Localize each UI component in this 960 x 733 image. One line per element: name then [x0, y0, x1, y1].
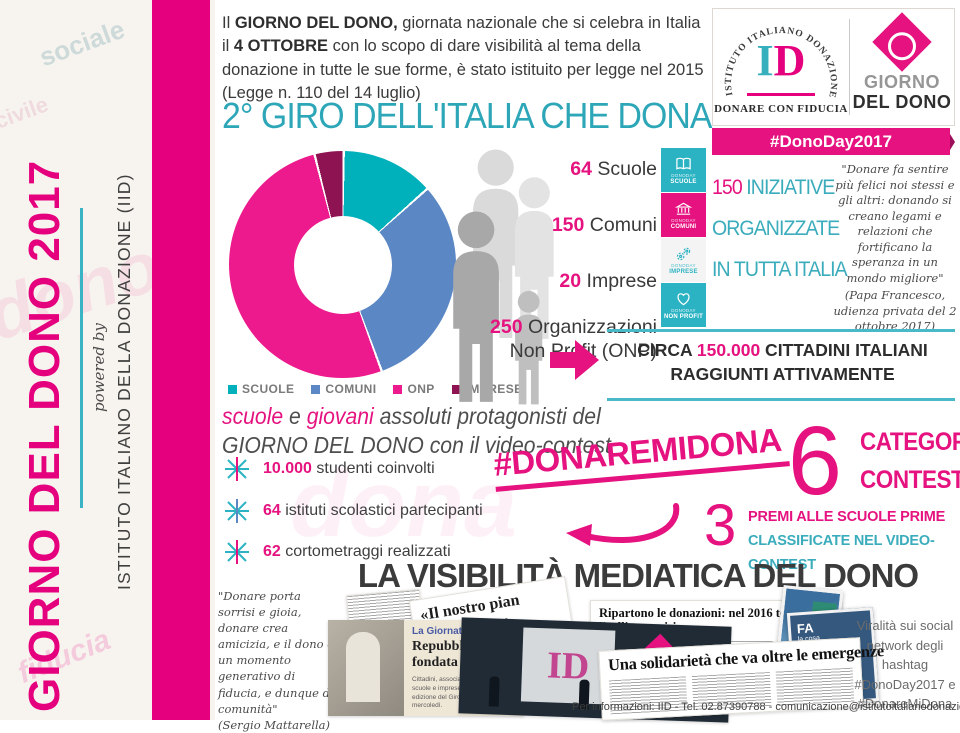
premi-number: 3: [704, 493, 737, 558]
sidebar-title: GIORNO DEL DONO 2017: [20, 159, 69, 712]
stat-label: Organizzazioni: [528, 316, 657, 338]
gdd-wordmark: GIORNO DEL DONO: [852, 72, 952, 112]
protagonisti-text: scuole e giovani assoluti protagonisti d…: [222, 403, 611, 459]
legend-swatch: [451, 384, 461, 394]
badge-comuni: DONODAY COMUNI: [661, 193, 706, 237]
asterisk-icon: [225, 457, 249, 481]
mattarella-quote: "Donare porta sorrisi e gioia, donare cr…: [218, 589, 335, 732]
intro-paragraph: Il GIORNO DEL DONO, giornata nazionale c…: [222, 14, 704, 103]
badge-imprese: DONODAY IMPRESE: [661, 238, 706, 282]
pink-accent-bar: [152, 0, 210, 720]
donoday-ribbon: #DonoDay2017: [712, 128, 955, 155]
swoosh-arrow-icon: [566, 503, 680, 546]
legend-swatch: [311, 384, 321, 394]
divider-line: [747, 93, 815, 96]
logo-card: ISTITUTO ITALIANO DONAZIONE ID DONARE CO…: [712, 8, 955, 126]
powered-by-label: powered by: [90, 323, 108, 412]
stat-row: 150 Comuni: [407, 214, 657, 237]
bullet-row: 62 cortometraggi realizzati: [224, 539, 451, 565]
stat-value: 250: [490, 316, 523, 338]
watermark-word: civile: [0, 91, 52, 134]
bullet-label: istituti scolastici partecipanti: [285, 502, 483, 519]
legend-label: ONP: [407, 382, 435, 396]
news-photo: [328, 620, 404, 716]
badge-column: DONODAY SCUOLE DONODAY COMUNI DONODAY IM…: [661, 148, 706, 328]
donut-chart: [229, 151, 456, 378]
divider-line: [849, 19, 850, 115]
stat-label: Comuni: [589, 214, 657, 236]
bullet-row: 10.000 studenti coinvolti: [224, 456, 435, 482]
iid-logo: ISTITUTO ITALIANO DONAZIONE ID DONARE CO…: [713, 9, 849, 125]
premi-label: PREMI ALLE SCUOLE PRIME CLASSIFICATE NEL…: [748, 509, 946, 573]
legend-swatch: [393, 384, 403, 394]
stat-value: 64: [570, 158, 592, 180]
iid-arc-text: ISTITUTO ITALIANO DONAZIONE: [724, 26, 837, 99]
watermark-word: sociale: [35, 13, 129, 73]
bullet-value: 64: [263, 502, 281, 519]
papa-francesco-quote: "Donare fa sentire più felici noi stessi…: [833, 162, 957, 334]
legend-item: ONP: [393, 382, 434, 396]
gears-icon: [676, 247, 691, 260]
bullet-label: studenti coinvolti: [316, 460, 435, 477]
badge-scuole: DONODAY SCUOLE: [661, 148, 706, 192]
iid-monogram: ID: [756, 36, 806, 85]
stat-row: 64 Scuole: [407, 158, 657, 181]
person-icon: [515, 290, 543, 405]
diamond-icon: [872, 12, 932, 72]
bullet-row: 64 istituti scolastici partecipanti: [224, 498, 483, 524]
iniziative-text: 150 INIZIATIVE ORGANIZZATE IN TUTTA ITAL…: [712, 176, 848, 281]
legend-item: SCUOLE: [228, 382, 294, 396]
bullet-value: 10.000: [263, 460, 312, 477]
bank-icon: [675, 202, 692, 215]
stat-value: 150: [551, 214, 585, 236]
badge-non-profit: DONODAY NON PROFIT: [661, 283, 706, 327]
news-collage: «Il nostro pian dono ricev da con La Gio…: [328, 576, 884, 723]
chart-legend: SCUOLE COMUNI ONP IMPRESE: [228, 382, 523, 396]
legend-label: SCUOLE: [242, 382, 295, 396]
heart-icon: [677, 292, 690, 305]
legend-label: IMPRESE: [465, 382, 523, 396]
book-icon: [676, 157, 691, 170]
page-title: 2° GIRO DELL'ITALIA CHE DONA: [222, 95, 712, 136]
legend-label: COMUNI: [325, 382, 377, 396]
stat-row: 20 Imprese: [407, 270, 657, 293]
bullet-label: cortometraggi realizzati: [285, 543, 451, 560]
person-icon: [453, 211, 499, 402]
circa-text: CIRCA 150.000 CITTADINI ITALIANI RAGGIUN…: [637, 340, 928, 384]
stat-label: Imprese: [586, 270, 657, 292]
organization-label: ISTITUTO ITALIANO DELLA DONAZIONE (IID): [114, 173, 134, 590]
stat-value: 20: [559, 270, 582, 292]
stat-label: Scuole: [597, 158, 657, 180]
divider-line: [80, 208, 83, 508]
iid-tagline: DONARE CON FIDUCIA: [714, 103, 848, 115]
divider-line: [607, 329, 955, 332]
categorie-label: CATEGORIE: [860, 428, 960, 456]
legend-item: IMPRESE: [451, 382, 523, 396]
viral-text: Viralità sui social network degli hashta…: [854, 618, 956, 711]
asterisk-icon: [225, 540, 249, 564]
arrow-right-icon: [550, 340, 600, 380]
legend-swatch: [228, 384, 237, 394]
giorno-del-dono-logo: GIORNO DEL DONO: [850, 9, 954, 125]
bullet-value: 62: [263, 543, 281, 560]
legend-item: COMUNI: [311, 382, 376, 396]
family-silhouettes: [438, 148, 578, 408]
media-section-title: LA VISIBILITÀ MEDIATICA DEL DONO: [357, 557, 919, 594]
divider-line: [607, 398, 955, 401]
contest-label: CONTEST: [860, 466, 960, 494]
asterisk-icon: [225, 499, 249, 523]
categorie-number: 6: [788, 406, 842, 515]
footer-info: Per informazioni: IID - Tel. 02.87390788…: [572, 701, 960, 713]
